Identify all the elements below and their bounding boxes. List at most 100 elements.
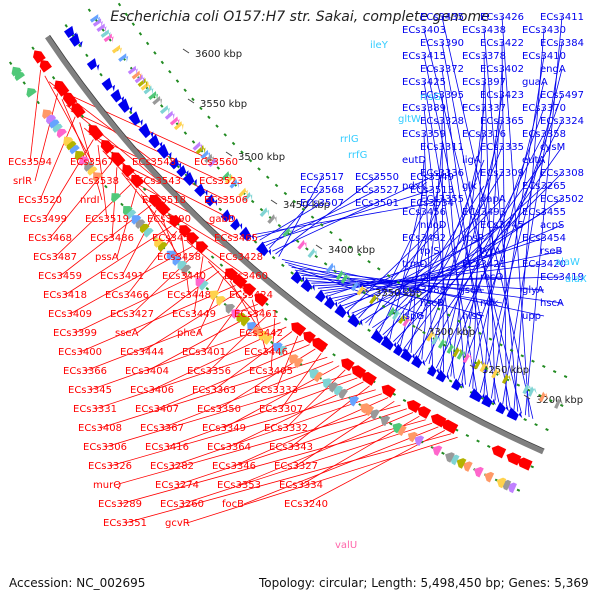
label-leader-line [161,361,334,429]
label-leader-line [208,261,257,315]
gene-label: focB [222,499,244,510]
forward-gene-arrow [381,384,396,398]
cog-block [195,277,206,288]
gene-label: ECs3493 [462,207,506,218]
cog-block [134,74,145,84]
reverse-gene-arrow [138,123,154,139]
label-leader-line [89,322,281,391]
reverse-gene-arrow [506,407,523,421]
label-leader-line [472,81,485,389]
gene-label: ECs3438 [462,25,506,36]
gene-label: hscB [420,298,444,309]
gene-label: ECs3359 [402,129,446,140]
reverse-gene-arrow [230,218,243,231]
cog-block [111,193,122,203]
reverse-gene-arrow [110,88,125,103]
gene-label: ECs3316 [462,129,506,140]
cog-block [407,431,418,443]
kbp-tick-label: 3250 kbp [482,365,529,376]
cog-block [431,334,441,345]
gene-label: ECs3419 [540,272,584,283]
rna-label: rrlG [340,134,359,145]
gene-label: ECs3335 [480,142,524,153]
cog-block [293,357,304,369]
cog-block [158,242,168,252]
label-leader-line [272,176,433,252]
label-leader-line [311,276,563,284]
cog-block [258,330,268,341]
label-leader-line [275,335,299,391]
label-leader-line [186,436,458,524]
forward-gene-arrow [291,322,307,337]
gene-label: jscA [461,285,482,296]
label-leader-line [99,356,328,429]
gene-label: ECs3388 [402,285,446,296]
gene-label: ECs3400 [58,347,102,358]
cog-block [392,422,403,434]
kbp-tick-label: 3500 kbp [238,152,285,163]
cog-block [277,345,288,356]
cog-block [209,290,220,301]
gene-label: ECs3308 [540,168,584,179]
label-leader-line [314,276,503,287]
gene-label: ECs3309 [480,168,524,179]
forward-gene-arrow [100,140,115,155]
label-leader-line [423,29,522,414]
cog-block [350,281,361,292]
forward-gene-arrow [186,232,200,245]
forward-gene-arrow [155,201,171,217]
gene-label: ECs3418 [43,290,87,301]
gene-label: ECs3453 [152,233,196,244]
kbp-tick-label: 3400 kbp [328,245,375,256]
gene-label: ECs3406 [130,385,174,396]
reverse-gene-arrow [169,157,182,170]
label-leader-line [441,16,534,419]
gene-label: ECs3367 [140,423,184,434]
forward-gene-arrow [303,331,316,344]
circular-map: 3600 kbp 3550 kbp 3500 kbp 3450 kbp 3400 kbp… [8,0,587,551]
gene-label: ECs3440 [162,271,206,282]
gene-label: ECs3594 [8,157,52,168]
gene-label: nrdI [80,195,100,206]
cog-block [231,308,241,319]
cog-block [267,214,277,224]
cog-block [326,262,336,273]
label-leader-line [378,198,443,333]
gene-label: ECs3407 [135,404,179,415]
gene-label: ECs3240 [284,499,328,510]
cog-block [236,312,246,323]
gene-label: ECs3337 [462,103,506,114]
gene-label: ECs3518 [142,195,186,206]
gene-label: ECs3390 [420,38,464,49]
gene-label: rpsP [462,233,484,244]
cog-block [456,349,466,360]
gene-label: ECs3435 [420,12,464,23]
cog-block [437,338,448,349]
reverse-gene-arrow [86,58,100,71]
forward-gene-arrow [54,80,70,97]
label-leader-line [124,433,452,524]
gene-label: ECs5497 [540,90,584,101]
label-leader-line [407,159,485,351]
cog-block [445,452,455,463]
gene-label: ECs3426 [480,12,524,23]
forward-gene-arrow [88,124,104,141]
gene-label: guaA [522,77,548,88]
label-leader-line [288,264,425,317]
cog-block [398,313,408,324]
gene-label: ECs3405 [249,366,293,377]
gene-label: ECs3324 [540,116,584,127]
forward-gene-arrow [149,195,162,208]
label-leader-line [281,259,545,317]
reverse-gene-arrow [148,134,163,149]
gene-label: ECs3415 [402,51,446,62]
cog-block [164,110,175,120]
reverse-gene-arrow [495,401,509,415]
label-leader-line [79,285,236,353]
label-leader-line [104,373,352,448]
cog-block [263,334,273,345]
label-leader-line [270,318,276,372]
reverse-gene-arrow [69,33,83,48]
cog-block [63,136,74,147]
gene-label: ECs3326 [88,461,132,472]
